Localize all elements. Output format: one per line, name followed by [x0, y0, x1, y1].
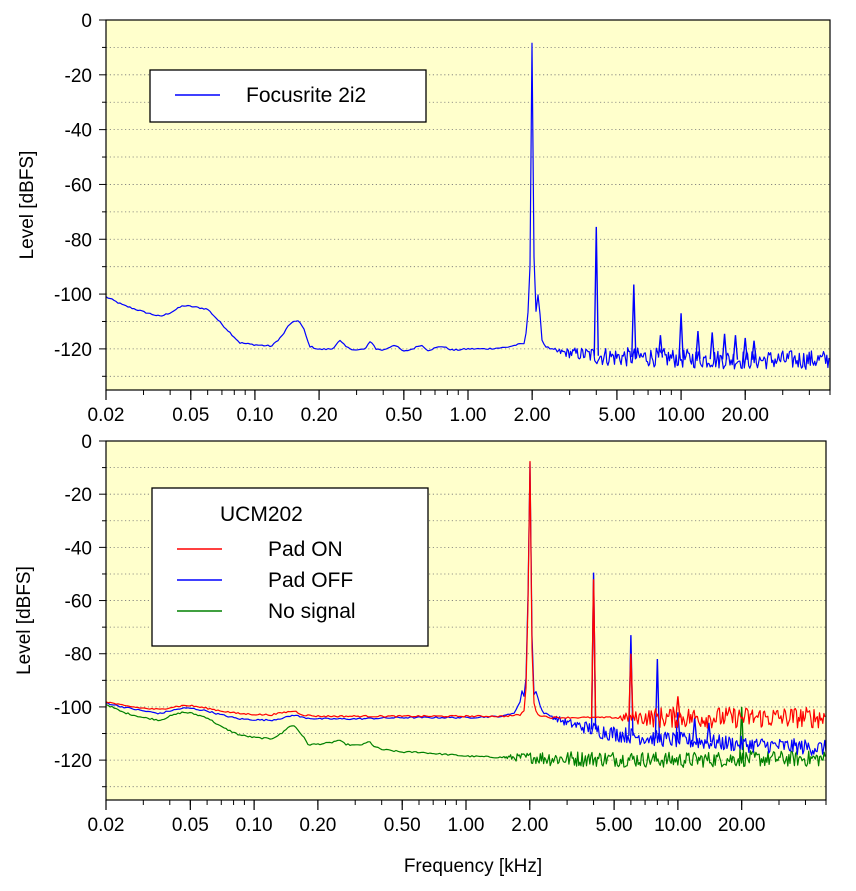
harmonic-peak: [751, 340, 757, 360]
legend-box: [151, 487, 429, 647]
harmonic-peak: [593, 226, 599, 356]
y-tick-label: -40: [65, 121, 92, 142]
series-line-pad-on: [105, 460, 826, 729]
harmonic-peak: [590, 579, 597, 718]
harmonic-peak: [695, 331, 701, 359]
legend: Focusrite 2i2: [149, 69, 427, 123]
x-tick-label: 0.05: [172, 815, 209, 836]
y-tick-label: -40: [65, 538, 92, 559]
y-tick-label: 0: [81, 11, 92, 32]
x-tick-label: 0.20: [301, 405, 338, 426]
x-tick-label: 2.00: [514, 405, 551, 426]
x-tick-label: 1.00: [450, 405, 487, 426]
y-tick-label: -100: [54, 698, 92, 719]
y-tick-label: -100: [54, 285, 92, 306]
y-tick-label: -80: [65, 230, 92, 251]
y-tick-label: -80: [65, 645, 92, 666]
harmonic-peak: [721, 333, 728, 360]
y-axis-label: Level [dBFS]: [17, 151, 38, 260]
legend-entry: Pad OFF: [268, 569, 353, 592]
y-tick-label: -120: [54, 340, 92, 361]
y-tick-label: -60: [65, 175, 92, 196]
legend-entry: No signal: [268, 600, 356, 623]
series-line-no-signal: [105, 704, 826, 768]
x-tick-label: 1.00: [448, 815, 485, 836]
x-tick-label: 5.00: [598, 405, 635, 426]
harmonic-peak: [709, 332, 715, 360]
x-tick-label: 2.00: [511, 815, 548, 836]
x-tick-label: 10.00: [654, 815, 702, 836]
x-tick-label: 0.10: [236, 405, 273, 426]
harmonic-peak: [742, 337, 748, 360]
x-tick-label: 0.02: [88, 405, 125, 426]
legend: UCM202 Pad ON Pad OFF No signal: [151, 487, 429, 647]
chart-panel-2: 0 -20 -40 -60 -80 -100 -120 0.02 0.05 0.10 0.20 0.5…: [14, 432, 827, 877]
series-line-focusrite-2i2: [105, 42, 830, 370]
x-tick-label: 5.00: [596, 815, 633, 836]
y-tick-label: -120: [54, 751, 92, 772]
y-tick-label: -20: [65, 485, 92, 506]
harmonic-peak: [678, 313, 684, 359]
x-tick-label: 0.50: [385, 405, 422, 426]
x-tick-label: 0.02: [88, 815, 125, 836]
harmonic-peak: [657, 335, 664, 358]
harmonic-peak: [675, 712, 681, 741]
x-tick-label: 0.10: [236, 815, 273, 836]
series-line-pad-off: [105, 461, 827, 756]
x-tick-label: 0.05: [172, 405, 209, 426]
x-tick-label: 20.00: [721, 405, 769, 426]
legend-entry: Pad ON: [268, 538, 343, 561]
x-tick-label: 0.50: [384, 815, 421, 836]
y-tick-label: -60: [65, 592, 92, 613]
harmonic-peak: [732, 335, 739, 360]
x-tick-label: 0.20: [299, 815, 336, 836]
legend-box: [149, 69, 427, 123]
legend-entry: Focusrite 2i2: [246, 84, 366, 107]
x-tick-label: 10.00: [657, 405, 705, 426]
harmonic-peak: [628, 653, 634, 718]
y-tick-label: 0: [81, 432, 92, 453]
legend-title: UCM202: [220, 503, 303, 526]
x-tick-label: 20.00: [718, 815, 766, 836]
x-axis-label: Frequency [kHz]: [404, 856, 542, 877]
y-axis-label: Level [dBFS]: [14, 566, 35, 675]
harmonic-peak: [706, 722, 712, 743]
chart-panel-1: 0 -20 -40 -60 -80 -100 -120 0.02 0.05 0.10 0.20 0.5…: [17, 11, 831, 426]
harmonic-peak: [631, 284, 637, 358]
y-tick-label: -20: [65, 66, 92, 87]
harmonic-peak: [675, 696, 681, 718]
